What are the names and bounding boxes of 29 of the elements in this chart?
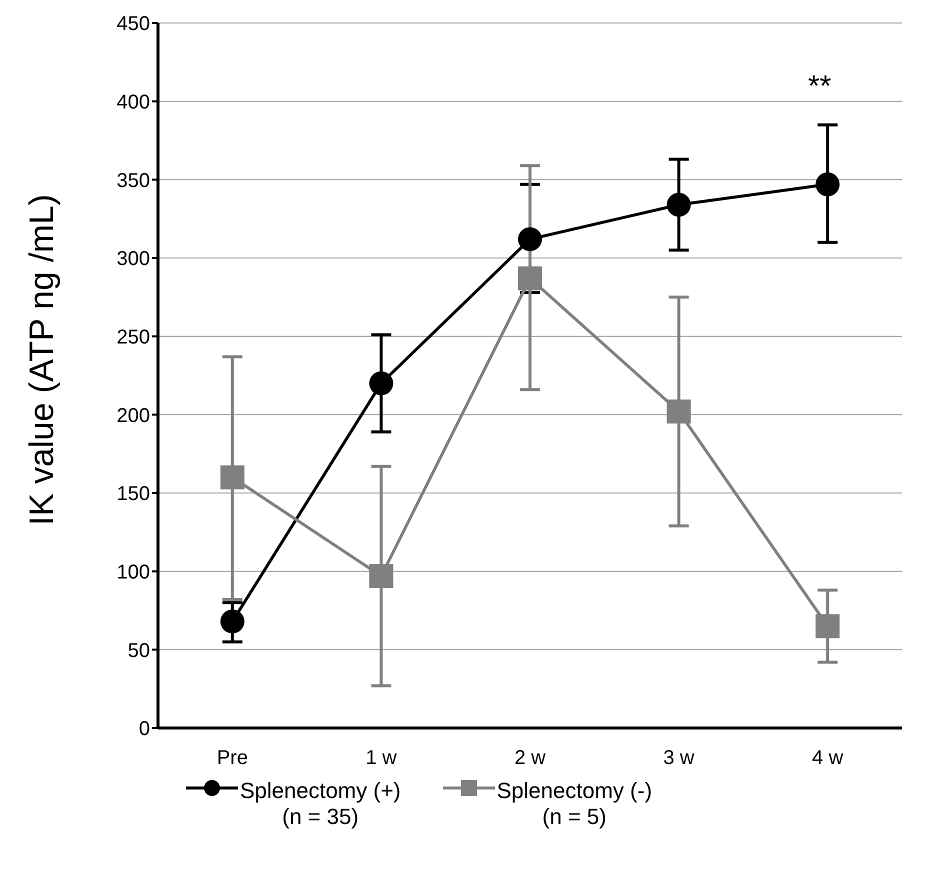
y-tick-label: 450: [116, 13, 150, 36]
y-tick-label: 200: [116, 404, 150, 427]
annotation: **: [808, 70, 832, 104]
y-tick-label: 50: [128, 640, 150, 662]
x-tick-label: 2 w: [514, 747, 546, 770]
y-tick-label: 250: [116, 326, 150, 348]
point: [518, 266, 542, 290]
x-tick-label: 4 w: [812, 747, 844, 770]
point: [220, 609, 244, 634]
y-axis-title: IK value (ATP ng /mL): [23, 194, 62, 526]
point: [369, 564, 394, 588]
y-tick-label: 0: [138, 718, 150, 740]
y-tick-label: 150: [116, 483, 150, 506]
point: [220, 465, 244, 490]
x-tick-label: 1 w: [366, 747, 398, 770]
y-tick-label: 300: [116, 248, 150, 270]
point: [518, 227, 542, 252]
point: [816, 172, 840, 196]
y-tick-label: 400: [116, 91, 150, 114]
y-tick-label: 350: [116, 170, 150, 192]
point: [666, 192, 691, 217]
x-tick-label: 3 w: [663, 747, 695, 770]
x-tick-label: Pre: [216, 747, 248, 770]
y-tick-label: 100: [116, 561, 150, 584]
legend-label: Splenectomy (-) (n = 5): [496, 778, 652, 830]
point: [816, 614, 840, 638]
legend-label: Splenectomy (+) (n = 35): [240, 778, 401, 830]
point: [369, 371, 394, 396]
point: [666, 400, 691, 424]
